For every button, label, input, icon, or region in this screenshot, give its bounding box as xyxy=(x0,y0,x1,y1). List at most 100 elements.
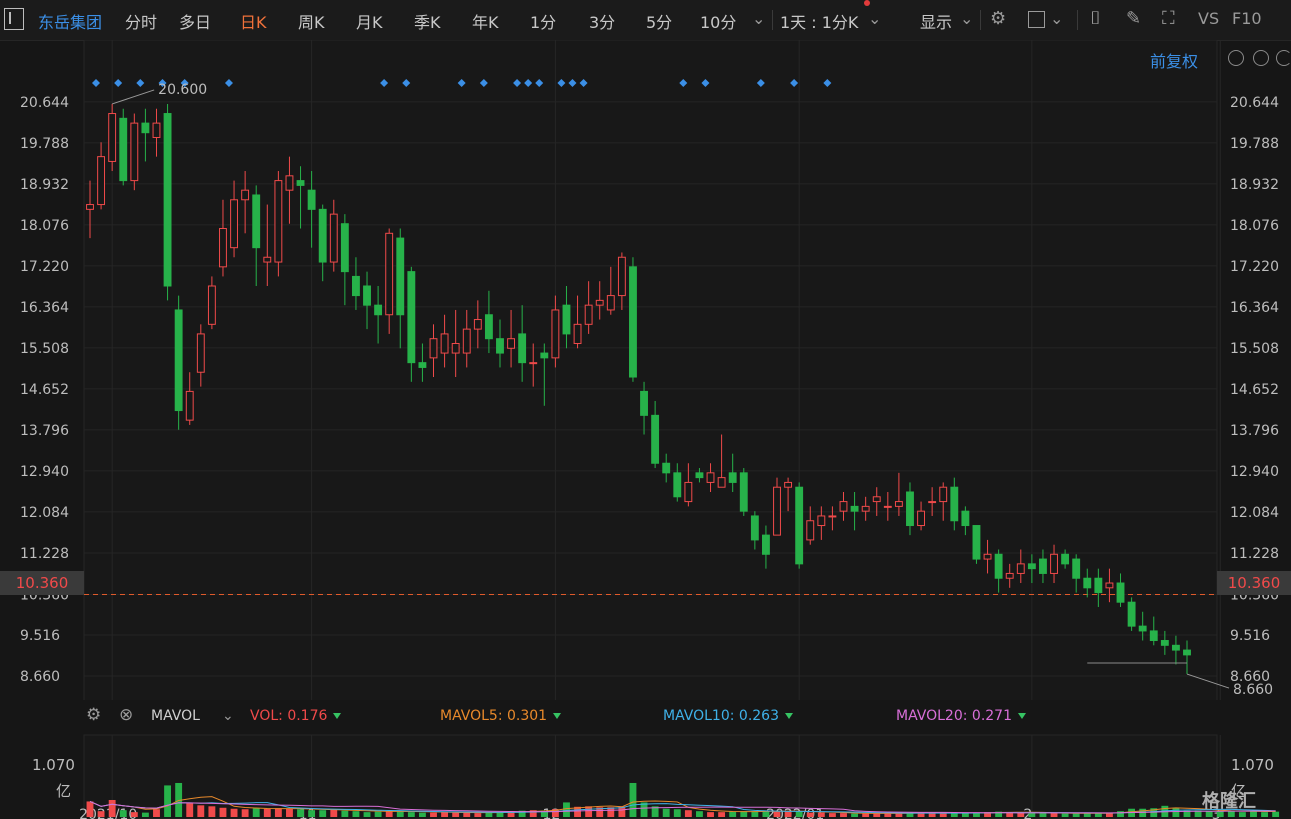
candle-body xyxy=(440,333,449,354)
candle-body xyxy=(928,501,937,504)
volume-bar xyxy=(241,809,249,817)
volume-bar xyxy=(1227,810,1235,817)
volume-bar xyxy=(164,785,172,817)
candle-body xyxy=(573,323,582,344)
stock-name[interactable]: 东岳集团 xyxy=(38,13,103,32)
price-tick-label-left: 11.228 xyxy=(20,546,69,562)
indicator-settings-gear-icon[interactable]: ⚙ xyxy=(86,705,102,725)
price-tick-label-left: 16.364 xyxy=(20,300,69,316)
multi-period-selector[interactable]: 1天 : 1分K xyxy=(780,13,859,32)
chevron-down-icon[interactable]: ⌄ xyxy=(960,9,974,28)
current-price-badge-right: 10.360 xyxy=(1217,571,1291,595)
vs-compare-button[interactable]: VS xyxy=(1198,9,1220,28)
tab-multi-day[interactable]: 多日 xyxy=(179,13,212,32)
tab-intraday[interactable]: 分时 xyxy=(125,13,158,32)
candle-body xyxy=(562,304,571,335)
volume-bar xyxy=(551,809,559,817)
candle-body xyxy=(750,515,759,541)
volume-bar xyxy=(463,812,471,817)
volume-bar xyxy=(1050,813,1058,817)
candle-body xyxy=(1005,572,1014,579)
candle-body xyxy=(484,314,493,340)
price-adjust-toggle[interactable]: 前复权 xyxy=(1150,52,1199,71)
price-tick-label-left: 19.788 xyxy=(20,136,69,152)
candle-body xyxy=(1160,640,1169,646)
volume-axis-tick-right: 1.070 xyxy=(1231,756,1274,774)
close-indicator-icon[interactable]: ⊗ xyxy=(119,705,134,725)
candle-body xyxy=(1149,630,1158,642)
tab-weekly-k[interactable]: 周K xyxy=(298,13,325,32)
tab-quarterly-k[interactable]: 季K xyxy=(414,13,441,32)
display-menu[interactable]: 显示 xyxy=(920,13,953,32)
mavol20-label: MAVOL20: 0.271 xyxy=(896,708,1026,724)
low-annotation: 8.660 xyxy=(1233,682,1273,698)
candle-body xyxy=(773,486,781,536)
volume-bar xyxy=(718,812,726,817)
volume-bar xyxy=(297,809,304,817)
pencil-icon[interactable]: ✎ xyxy=(1126,8,1142,29)
volume-bar xyxy=(452,812,460,817)
candle-body xyxy=(950,486,959,522)
price-tick-label-right: 14.652 xyxy=(1230,382,1279,398)
volume-bar xyxy=(1238,812,1246,817)
fullscreen-icon[interactable]: ⛶ xyxy=(1162,8,1175,29)
price-tick-label-left: 15.508 xyxy=(20,341,69,357)
tab-3min[interactable]: 3分 xyxy=(589,13,616,32)
f10-button[interactable]: F10 xyxy=(1232,9,1262,28)
volume-bar xyxy=(385,811,393,817)
volume-bar xyxy=(1105,812,1113,817)
sidebar-toggle-icon[interactable] xyxy=(4,8,24,30)
candle-body xyxy=(706,472,715,483)
tab-10min[interactable]: 10分 xyxy=(700,13,737,32)
candle-body xyxy=(1116,582,1125,603)
volume-bar xyxy=(1083,813,1091,817)
volume-bar xyxy=(629,782,637,817)
price-tick-label-left: 14.652 xyxy=(20,382,69,398)
volume-bar xyxy=(574,806,581,817)
settings-gear-icon[interactable]: ⚙ xyxy=(990,8,1007,29)
candle-body xyxy=(617,256,626,297)
tab-5min[interactable]: 5分 xyxy=(646,13,673,32)
chevron-down-icon[interactable]: ⌄ xyxy=(868,9,882,28)
candle-body xyxy=(396,237,405,316)
tab-daily-k[interactable]: 日K xyxy=(240,13,267,32)
volume-bar xyxy=(784,811,792,817)
zoom-out-icon[interactable] xyxy=(1253,50,1269,66)
zoom-in-icon[interactable] xyxy=(1276,50,1291,66)
candle-body xyxy=(152,122,161,138)
chevron-down-icon[interactable]: ⌄ xyxy=(1050,9,1064,28)
indicator-name[interactable]: MAVOL xyxy=(151,708,200,724)
volume-bar xyxy=(197,805,205,817)
candle-body xyxy=(1105,582,1114,589)
camera-icon[interactable]: ⌷ xyxy=(1090,8,1101,29)
tab-yearly-k[interactable]: 年K xyxy=(472,13,499,32)
undo-icon[interactable] xyxy=(1228,50,1244,66)
volume-bar xyxy=(153,809,160,817)
tab-monthly-k[interactable]: 月K xyxy=(356,13,383,32)
event-marker-icon xyxy=(557,79,566,87)
indicator-chevron-down-icon[interactable]: ⌄ xyxy=(222,708,234,724)
candle-body xyxy=(219,228,227,268)
tab-1min[interactable]: 1分 xyxy=(530,13,557,32)
volume-bar xyxy=(984,812,991,817)
candlestick-chart[interactable]: 20.644 20.644 19.788 19.788 18.932 18.932 18.0… xyxy=(0,40,1291,819)
event-marker-icon xyxy=(380,79,389,87)
price-tick-label-right: 15.508 xyxy=(1230,341,1279,357)
price-tick-label-right: 8.660 xyxy=(1230,669,1270,685)
high-annotation: 20.600 xyxy=(158,82,207,98)
notification-dot-icon xyxy=(864,0,870,6)
watermark-logo: 格隆汇 xyxy=(1202,791,1256,812)
layout-square-icon[interactable] xyxy=(1028,11,1045,28)
volume-bar xyxy=(851,813,859,817)
volume-bar xyxy=(319,810,327,817)
more-periods-chevron-icon[interactable]: ⌄ xyxy=(752,9,766,28)
volume-bar xyxy=(86,801,94,817)
volume-bar xyxy=(973,812,980,817)
price-tick-label-right: 18.932 xyxy=(1230,177,1279,193)
candle-body xyxy=(451,342,460,354)
candle-body xyxy=(939,486,948,503)
event-marker-icon xyxy=(224,79,233,87)
volume-bar xyxy=(762,810,770,817)
candle-body xyxy=(1183,649,1191,656)
volume-bar xyxy=(97,811,105,817)
